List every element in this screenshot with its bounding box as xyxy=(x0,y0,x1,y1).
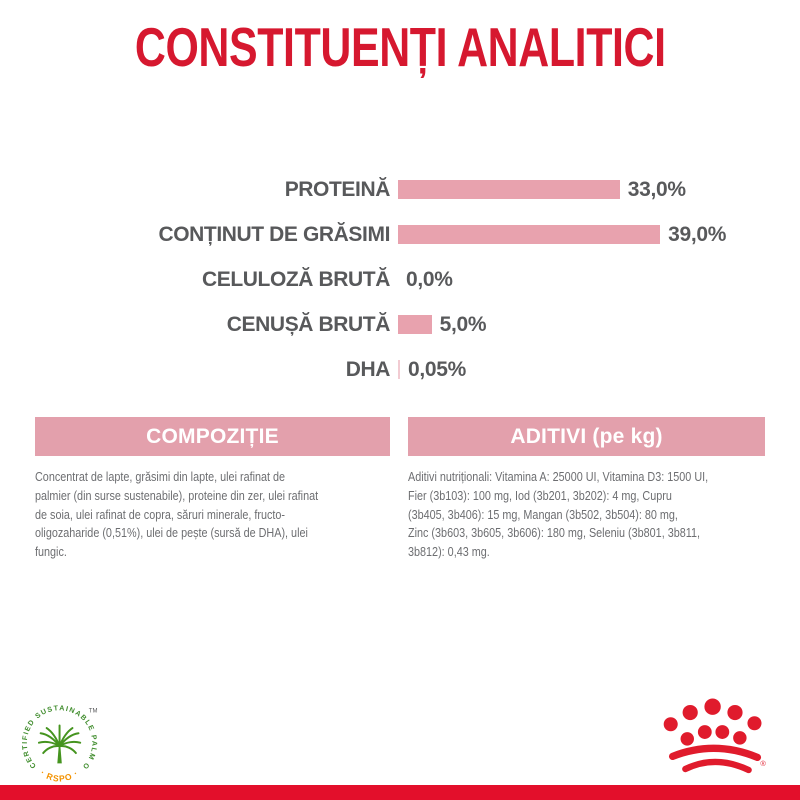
chart-category-label: CONȚINUT DE GRĂSIMI xyxy=(158,222,390,246)
analytical-constituents-chart: PROTEINĂ 33,0% CONȚINUT DE GRĂSIMI 39,0% CEL… xyxy=(0,167,800,392)
chart-category-label: CENUȘĂ BRUTĂ xyxy=(226,312,391,336)
chart-row: DHA 0,05% xyxy=(0,347,800,392)
chart-row: CELULOZĂ BRUTĂ 0,0% xyxy=(0,257,800,302)
additives-header: ADITIVI (pe kg) xyxy=(408,417,765,456)
chart-value-label: 0,0% xyxy=(406,267,453,291)
royal-canin-crown-icon: ® xyxy=(663,698,766,774)
palm-tree-icon xyxy=(37,724,82,755)
chart-bar xyxy=(398,360,400,379)
composition-body: Concentrat de lapte, grăsimi din lapte, … xyxy=(35,469,319,560)
chart-category-label: CELULOZĂ BRUTĂ xyxy=(201,267,390,291)
page-title-wrap: CONSTITUENȚI ANALITICI xyxy=(0,16,800,79)
composition-section: COMPOZIȚIE Concentrat de lapte, grăsimi … xyxy=(35,417,390,562)
additives-body: Aditivi nutriționali: Vitamina A: 25000 … xyxy=(408,469,709,560)
bottom-red-bar xyxy=(0,785,800,800)
chart-row: PROTEINĂ 33,0% xyxy=(0,167,800,212)
chart-bar xyxy=(398,315,432,334)
chart-row: CONȚINUT DE GRĂSIMI 39,0% xyxy=(0,212,800,257)
svg-text:· RSPO ·: · RSPO · xyxy=(39,768,81,784)
chart-row: CENUȘĂ BRUTĂ 5,0% xyxy=(0,302,800,347)
chart-value-label: 33,0% xyxy=(627,177,686,201)
additives-section: ADITIVI (pe kg) Aditivi nutriționali: Vi… xyxy=(408,417,765,562)
rspo-logo-icon: CERTIFIED SUSTAINABLE PALM OIL · RSPO · … xyxy=(17,692,98,784)
chart-bar xyxy=(398,180,620,199)
palm-trunk xyxy=(57,744,62,764)
chart-category-label: DHA xyxy=(345,357,391,381)
royal-canin-crown-logo: ® xyxy=(660,694,772,774)
chart-category-label: PROTEINĂ xyxy=(284,177,391,201)
chart-value-label: 5,0% xyxy=(439,312,487,336)
rspo-label: · RSPO · xyxy=(39,768,80,784)
chart-value-label: 39,0% xyxy=(668,222,727,246)
chart-bar xyxy=(398,225,661,244)
rspo-tm: TM xyxy=(89,709,98,715)
page-title: CONSTITUENȚI ANALITICI xyxy=(134,16,666,78)
registered-trademark: ® xyxy=(760,759,766,768)
composition-header: COMPOZIȚIE xyxy=(35,417,390,456)
rspo-certification-logo: CERTIFIED SUSTAINABLE PALM OIL · RSPO · … xyxy=(17,692,106,786)
chart-value-label: 0,05% xyxy=(408,357,467,381)
